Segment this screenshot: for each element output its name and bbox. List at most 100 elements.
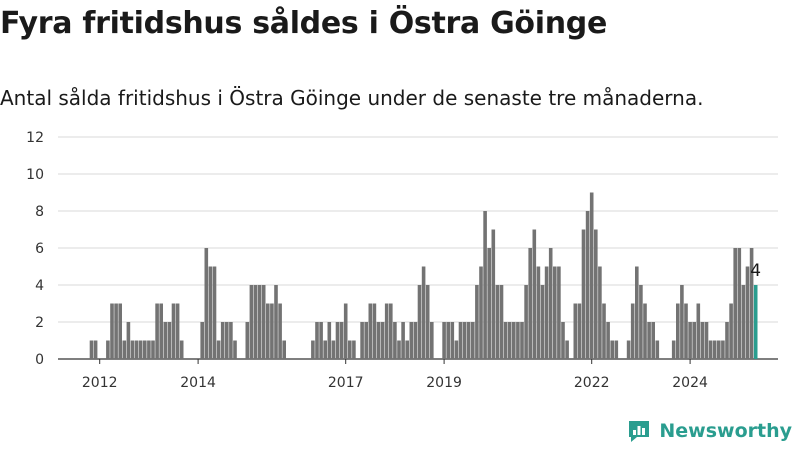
bar [339,322,344,359]
bar [372,303,377,359]
bar [348,340,352,359]
bar [425,285,430,359]
bar [266,303,270,359]
bar [745,266,750,359]
bar [471,322,475,359]
bar [118,303,122,359]
bar [352,340,356,359]
bar [393,322,397,359]
bar [401,322,405,359]
newsworthy-logo-icon [629,421,650,442]
y-tick-label: 12 [26,130,44,146]
bar [499,285,504,359]
bar [409,322,414,359]
bar [315,322,319,359]
bar [110,303,114,359]
bar [270,303,274,359]
bar [680,285,684,359]
bar [417,285,422,359]
bar [684,303,688,359]
highlighted-bar [753,285,758,359]
bar [520,322,524,359]
bar [651,322,655,359]
bar [479,266,483,359]
bar [208,266,213,359]
bar [512,322,516,359]
bar [610,340,614,359]
bar [122,340,127,359]
bar [721,340,725,359]
bar [487,248,491,359]
y-tick-label: 4 [35,278,44,294]
bar [134,340,139,359]
bar [540,285,545,359]
bar [212,266,217,359]
bar [327,322,332,359]
bar [704,322,709,359]
bar [454,340,459,359]
bar [573,303,578,359]
bar [311,340,315,359]
bar [516,322,520,359]
bar [639,285,643,359]
bar [155,303,159,359]
bar [606,322,610,359]
bar [442,322,446,359]
bar [397,340,401,359]
y-tick-label: 10 [26,167,44,183]
bar [106,340,110,359]
bar [458,322,463,359]
data-label: 4 [750,261,761,281]
bar [175,303,180,359]
bar [696,303,701,359]
bar [462,322,467,359]
bar [430,322,434,359]
bar [598,266,602,359]
bar [376,322,381,359]
bar [151,340,155,359]
brand-logo[interactable]: Newsworthy [626,418,792,444]
bar [253,285,258,359]
bar [548,248,553,359]
y-tick-label: 6 [35,241,44,257]
bar [159,303,163,359]
bar [655,340,660,359]
bar [589,192,594,359]
bar [630,303,635,359]
bar [737,248,742,359]
bar [216,340,221,359]
bar [532,229,537,359]
bar [343,303,348,359]
bar [421,266,426,359]
bar [528,248,532,359]
bar [163,322,168,359]
bar [261,285,266,359]
x-tick-label: 2014 [180,375,216,391]
bar [450,322,455,359]
chart-title: Fyra fritidshus såldes i Östra Göinge [0,6,608,41]
bar [507,322,512,359]
bar [331,340,336,359]
bar [594,229,598,359]
bar [405,340,409,359]
bar [220,322,225,359]
bar [733,248,737,359]
bar [364,322,368,359]
bar [204,248,209,359]
bar [614,340,619,359]
chart-subtitle: Antal sålda fritidshus i Östra Göinge un… [0,86,704,110]
bar [495,285,500,359]
bar [483,211,487,359]
bar [138,340,143,359]
y-tick-label: 8 [35,204,44,220]
bar [380,322,385,359]
bar [708,340,713,359]
bar [692,322,696,359]
bar [278,303,282,359]
bar [565,340,569,359]
bar [274,285,278,359]
bar [249,285,254,359]
bar [729,303,733,359]
bar [741,285,746,359]
bar [229,322,233,359]
